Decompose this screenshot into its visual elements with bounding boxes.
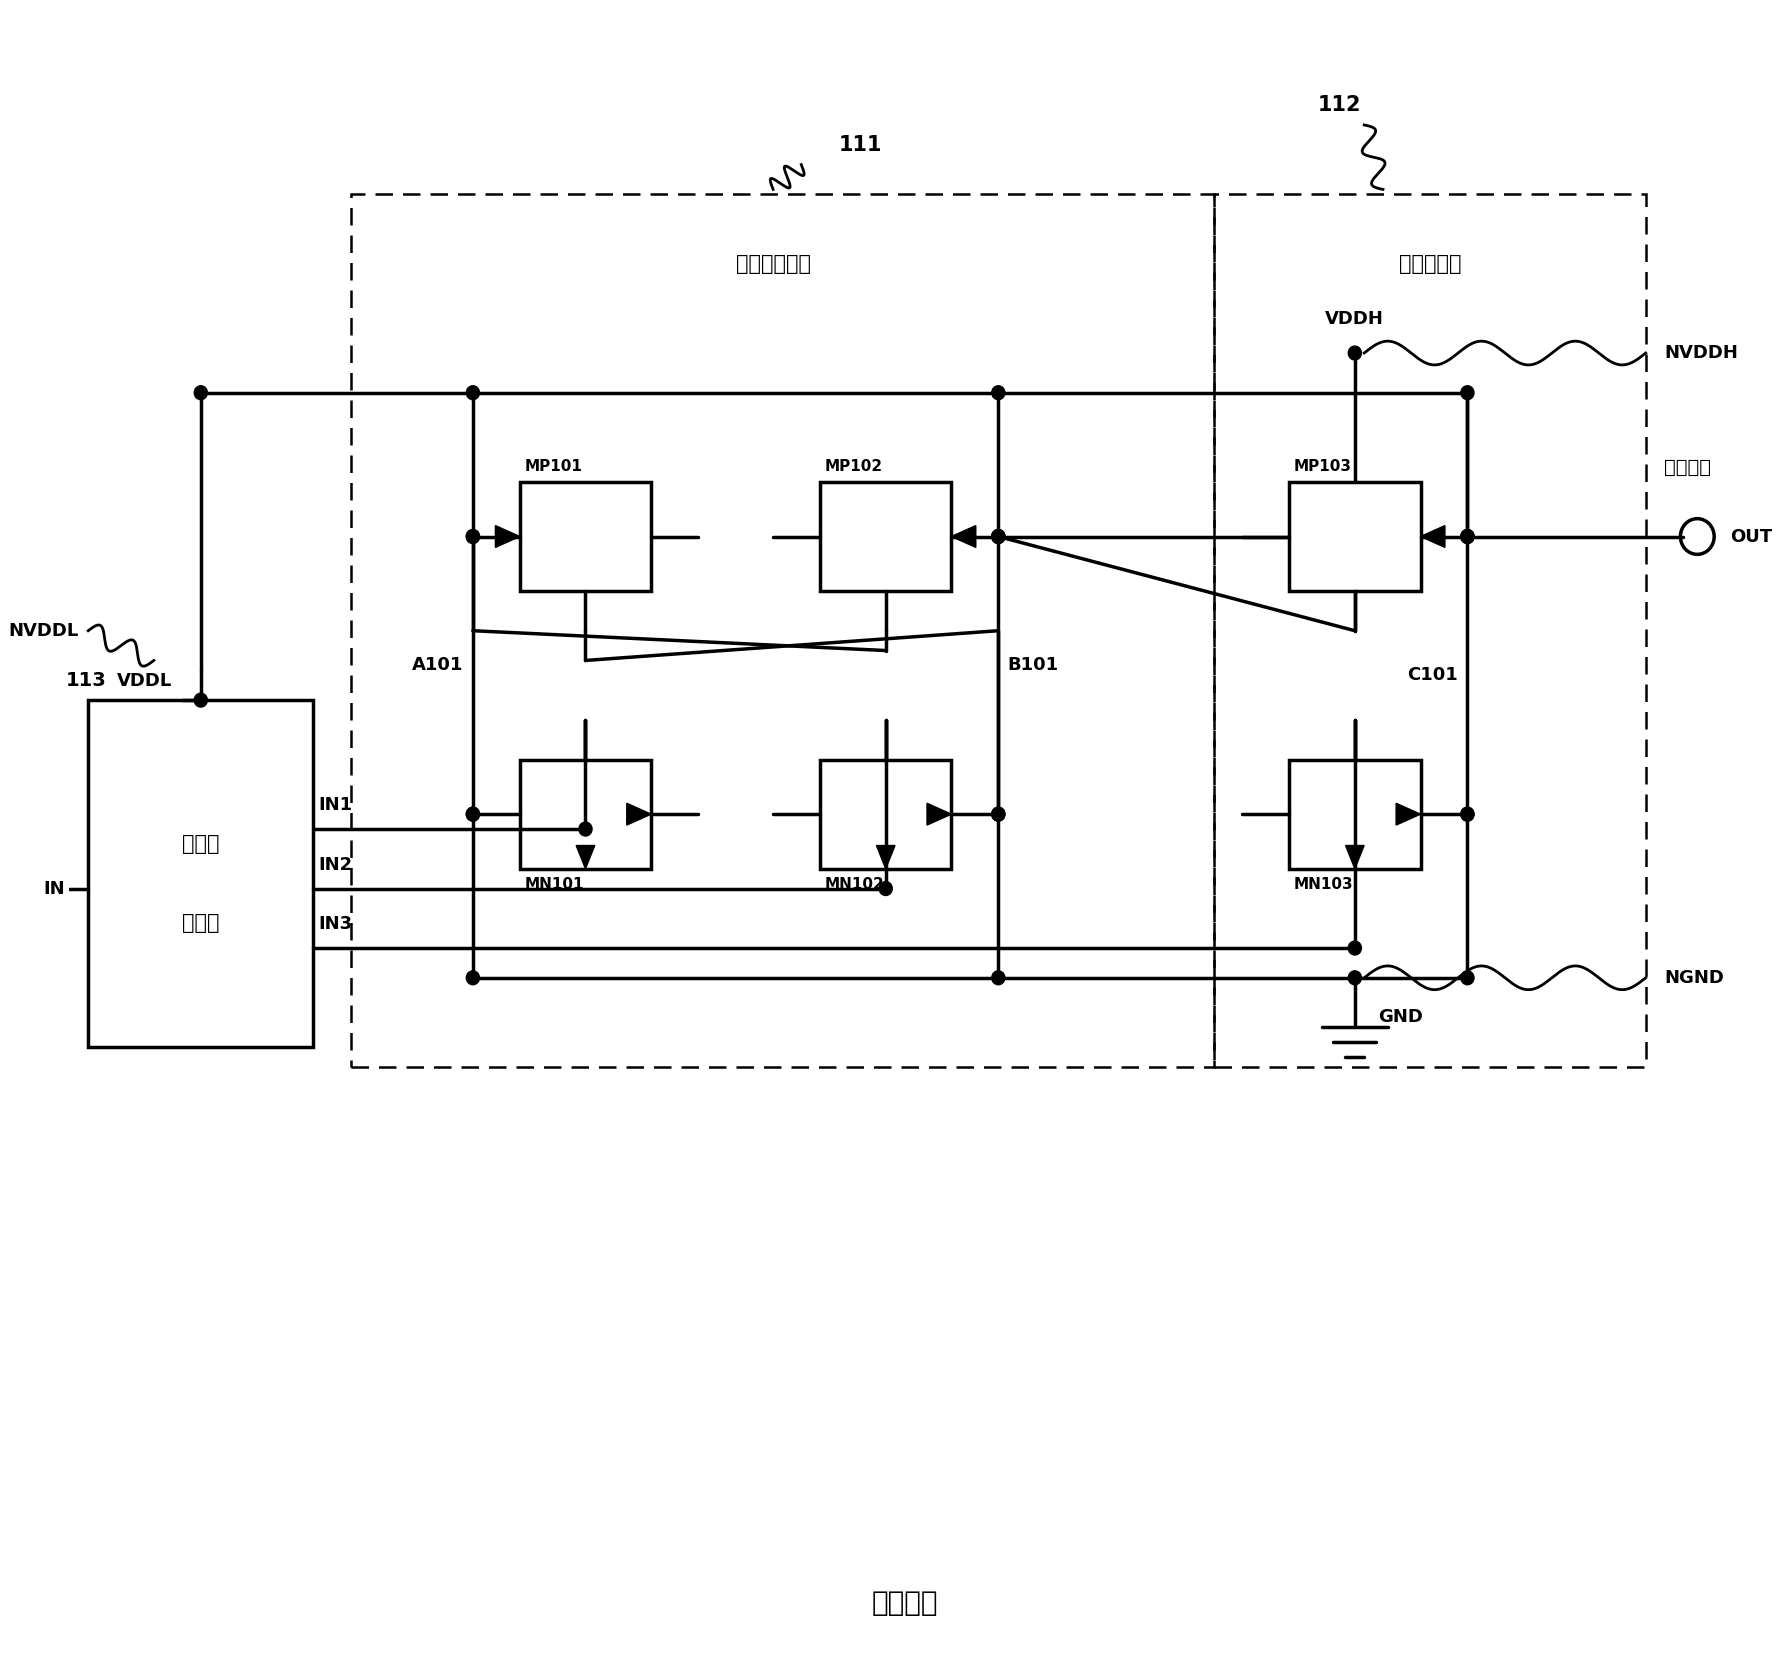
Polygon shape — [1396, 803, 1420, 824]
Circle shape — [991, 529, 1004, 544]
Text: VDDH: VDDH — [1324, 310, 1383, 329]
Text: MN102: MN102 — [824, 876, 885, 891]
Polygon shape — [627, 803, 651, 824]
Bar — [520, 759, 651, 868]
Circle shape — [1460, 971, 1474, 985]
Circle shape — [466, 808, 479, 821]
Text: GND: GND — [1378, 1008, 1422, 1026]
Circle shape — [1347, 941, 1360, 955]
Text: 113: 113 — [66, 671, 107, 689]
Text: 112: 112 — [1317, 95, 1360, 115]
Text: C101: C101 — [1406, 666, 1458, 684]
Text: IN1: IN1 — [319, 796, 352, 814]
Circle shape — [1460, 529, 1474, 544]
Bar — [819, 482, 951, 591]
Text: 现有技术: 现有技术 — [870, 1589, 938, 1617]
Circle shape — [466, 808, 479, 821]
Polygon shape — [1346, 846, 1363, 868]
Text: OUT: OUT — [1728, 527, 1771, 546]
Text: VDDL: VDDL — [117, 673, 173, 691]
Circle shape — [1460, 808, 1474, 821]
Circle shape — [1460, 529, 1474, 544]
Circle shape — [1347, 345, 1360, 361]
Circle shape — [991, 808, 1004, 821]
Circle shape — [991, 529, 1004, 544]
Text: 电平位移部件: 电平位移部件 — [735, 254, 810, 274]
Circle shape — [466, 529, 479, 544]
Bar — [819, 759, 951, 868]
Circle shape — [466, 386, 479, 399]
Circle shape — [991, 808, 1004, 821]
Text: MP103: MP103 — [1292, 459, 1351, 474]
Circle shape — [991, 971, 1004, 985]
Text: IN3: IN3 — [319, 915, 352, 933]
Polygon shape — [577, 846, 595, 868]
Text: 低压控: 低压控 — [182, 834, 219, 855]
Circle shape — [1460, 529, 1474, 544]
Text: 输出节点: 输出节点 — [1664, 457, 1711, 477]
Bar — [1289, 759, 1420, 868]
Bar — [1289, 482, 1420, 591]
Text: MN101: MN101 — [523, 876, 584, 891]
Polygon shape — [926, 803, 951, 824]
Text: IN: IN — [43, 880, 64, 898]
Circle shape — [194, 386, 206, 399]
Bar — [89, 699, 313, 1046]
Polygon shape — [495, 526, 520, 547]
Text: MP101: MP101 — [523, 459, 582, 474]
Bar — [351, 194, 1214, 1066]
Polygon shape — [1420, 526, 1444, 547]
Circle shape — [194, 693, 206, 708]
Text: A101: A101 — [411, 656, 463, 674]
Circle shape — [991, 529, 1004, 544]
Circle shape — [466, 971, 479, 985]
Text: NGND: NGND — [1664, 968, 1723, 986]
Text: IN2: IN2 — [319, 856, 352, 873]
Text: 制部件: 制部件 — [182, 913, 219, 933]
Circle shape — [991, 386, 1004, 399]
Text: 缓冲器部件: 缓冲器部件 — [1397, 254, 1460, 274]
Text: MN103: MN103 — [1292, 876, 1353, 891]
Circle shape — [879, 881, 892, 896]
Bar — [520, 482, 651, 591]
Text: NVDDL: NVDDL — [9, 623, 78, 639]
Text: MP102: MP102 — [824, 459, 883, 474]
Circle shape — [1347, 971, 1360, 985]
Circle shape — [466, 529, 479, 544]
Circle shape — [578, 823, 591, 836]
Polygon shape — [876, 846, 895, 868]
Circle shape — [1460, 808, 1474, 821]
Text: 111: 111 — [838, 135, 881, 155]
Text: B101: B101 — [1007, 656, 1059, 674]
Bar — [1214, 194, 1645, 1066]
Polygon shape — [951, 526, 975, 547]
Text: NVDDH: NVDDH — [1664, 344, 1737, 362]
Circle shape — [1460, 386, 1474, 399]
